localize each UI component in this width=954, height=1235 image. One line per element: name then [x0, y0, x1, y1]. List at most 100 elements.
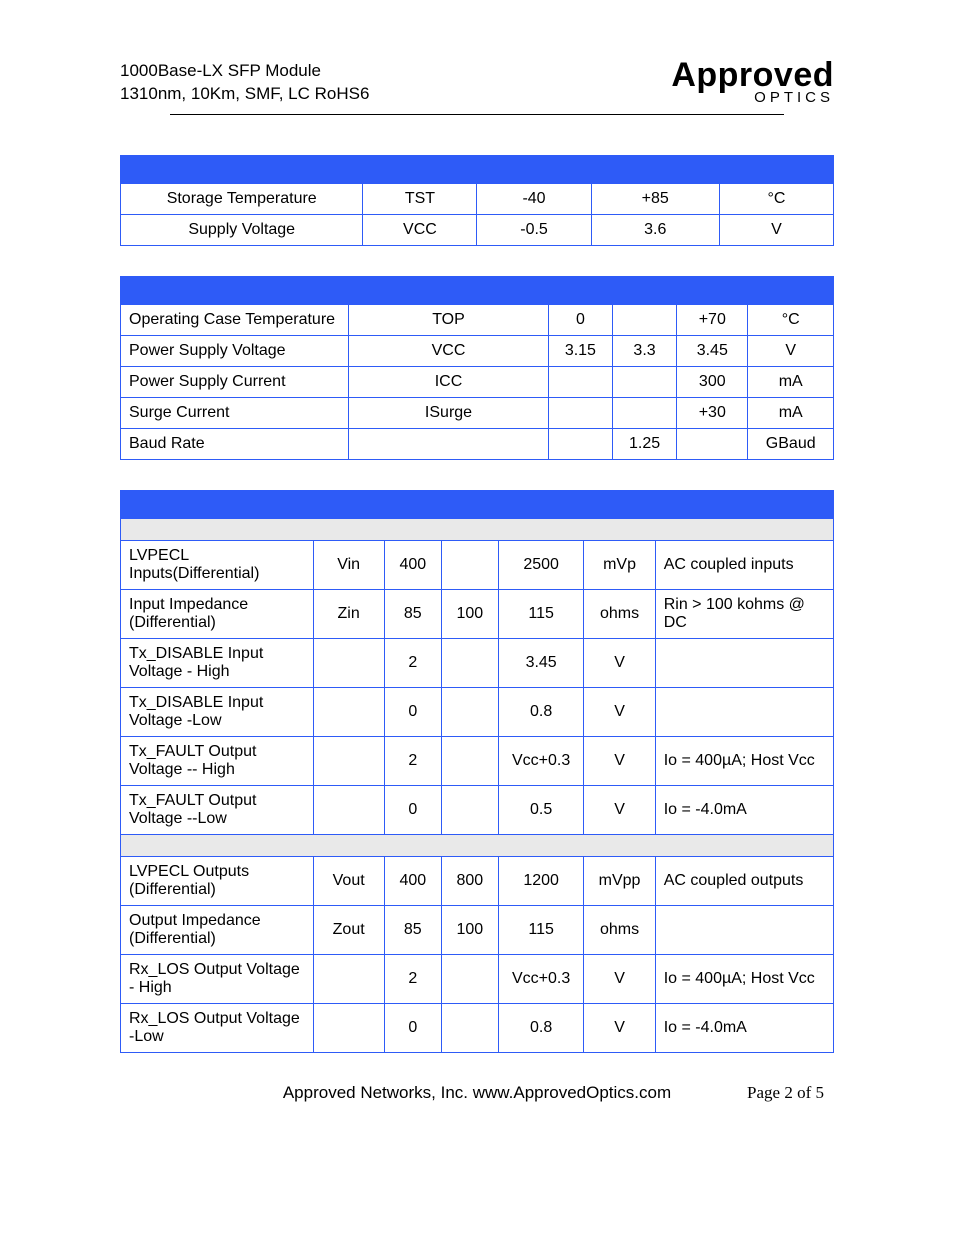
footer-company: Approved Networks, Inc. www.ApprovedOpti…	[240, 1083, 714, 1103]
table-cell: 100	[441, 589, 498, 638]
table-cell: V	[584, 638, 655, 687]
table-cell: 115	[498, 905, 584, 954]
table-header-cell	[748, 276, 834, 304]
table-cell: V	[748, 335, 834, 366]
table-cell: Tx_FAULT Output Voltage -- High	[121, 736, 314, 785]
table-cell	[441, 785, 498, 834]
table-cell: 1200	[498, 856, 584, 905]
logo-main: Approved	[671, 60, 834, 91]
table-cell: GBaud	[748, 428, 834, 459]
table-cell	[655, 905, 833, 954]
table-header-cell	[498, 490, 584, 518]
table-header-cell	[121, 276, 349, 304]
table-cell: Rx_LOS Output Voltage -Low	[121, 1003, 314, 1052]
table-header-cell	[719, 155, 833, 183]
table-cell: 2	[384, 736, 441, 785]
table-cell: Io = 400µA; Host Vcc	[655, 736, 833, 785]
table-cell: Power Supply Current	[121, 366, 349, 397]
table-cell: 3.3	[612, 335, 676, 366]
table-cell: Output Impedance (Differential)	[121, 905, 314, 954]
table-cell: Zin	[313, 589, 384, 638]
table-cell: V	[584, 785, 655, 834]
table-cell: V	[719, 214, 833, 245]
table-cell: -40	[477, 183, 591, 214]
table-cell: 3.45	[498, 638, 584, 687]
footer-page: Page 2 of 5	[714, 1083, 824, 1103]
table-cell	[313, 954, 384, 1003]
table-cell: Operating Case Temperature	[121, 304, 349, 335]
table-cell	[441, 638, 498, 687]
table-electrical-characteristics: LVPECL Inputs(Differential)Vin4002500mVp…	[120, 490, 834, 1053]
table-cell: Vcc+0.3	[498, 736, 584, 785]
table-header-cell	[677, 276, 748, 304]
table-cell: Zout	[313, 905, 384, 954]
table-cell: ICC	[349, 366, 549, 397]
table-cell	[612, 366, 676, 397]
table-cell	[441, 687, 498, 736]
table-cell: Vcc+0.3	[498, 954, 584, 1003]
table-cell: Tx_DISABLE Input Voltage -Low	[121, 687, 314, 736]
table-cell: +70	[677, 304, 748, 335]
document-header: 1000Base-LX SFP Module 1310nm, 10Km, SMF…	[120, 60, 834, 106]
table-header-cell	[363, 155, 477, 183]
table-operating-conditions: Operating Case TemperatureTOP0+70°CPower…	[120, 276, 834, 460]
table-cell: Vin	[313, 540, 384, 589]
table-cell: +85	[591, 183, 719, 214]
table-cell: -0.5	[477, 214, 591, 245]
table-cell	[441, 954, 498, 1003]
table-cell: Io = -4.0mA	[655, 1003, 833, 1052]
table-cell: V	[584, 1003, 655, 1052]
table-header-cell	[384, 490, 441, 518]
table-cell	[548, 397, 612, 428]
table-cell: mVp	[584, 540, 655, 589]
table-cell: mA	[748, 366, 834, 397]
table-cell: Input Impedance (Differential)	[121, 589, 314, 638]
table-cell: 85	[384, 905, 441, 954]
table-cell: 1.25	[612, 428, 676, 459]
table-cell: 0.8	[498, 687, 584, 736]
table-cell	[313, 785, 384, 834]
table-cell: 2	[384, 638, 441, 687]
table-cell: Storage Temperature	[121, 183, 363, 214]
table-cell	[612, 397, 676, 428]
table-cell: 2500	[498, 540, 584, 589]
table-cell: Tx_DISABLE Input Voltage - High	[121, 638, 314, 687]
table-absolute-max-ratings: Storage TemperatureTST-40+85°CSupply Vol…	[120, 155, 834, 246]
header-line1: 1000Base-LX SFP Module	[120, 60, 369, 83]
table-cell: 3.6	[591, 214, 719, 245]
table-cell: 85	[384, 589, 441, 638]
table-cell: 0.8	[498, 1003, 584, 1052]
table-cell: TST	[363, 183, 477, 214]
table-cell	[313, 736, 384, 785]
table-cell: 3.45	[677, 335, 748, 366]
data-table: Operating Case TemperatureTOP0+70°CPower…	[120, 276, 834, 460]
table-cell: 800	[441, 856, 498, 905]
table-cell	[313, 687, 384, 736]
table-cell: Supply Voltage	[121, 214, 363, 245]
table-cell: Baud Rate	[121, 428, 349, 459]
table-cell	[677, 428, 748, 459]
table-cell: 300	[677, 366, 748, 397]
section-divider	[121, 518, 834, 540]
table-cell: TOP	[349, 304, 549, 335]
table-cell: V	[584, 736, 655, 785]
table-cell: AC coupled outputs	[655, 856, 833, 905]
table-cell: Tx_FAULT Output Voltage --Low	[121, 785, 314, 834]
table-header-cell	[584, 490, 655, 518]
table-header-cell	[313, 490, 384, 518]
table-cell: 0	[384, 687, 441, 736]
table-cell: 0	[548, 304, 612, 335]
table-cell	[612, 304, 676, 335]
table-header-cell	[612, 276, 676, 304]
table-cell	[441, 1003, 498, 1052]
table-cell	[349, 428, 549, 459]
table-cell: mA	[748, 397, 834, 428]
table-header-cell	[349, 276, 549, 304]
table-cell: 100	[441, 905, 498, 954]
table-cell	[441, 736, 498, 785]
table-cell: Vout	[313, 856, 384, 905]
table-cell: 2	[384, 954, 441, 1003]
table-cell: VCC	[363, 214, 477, 245]
header-line2: 1310nm, 10Km, SMF, LC RoHS6	[120, 83, 369, 106]
table-cell: 0	[384, 1003, 441, 1052]
